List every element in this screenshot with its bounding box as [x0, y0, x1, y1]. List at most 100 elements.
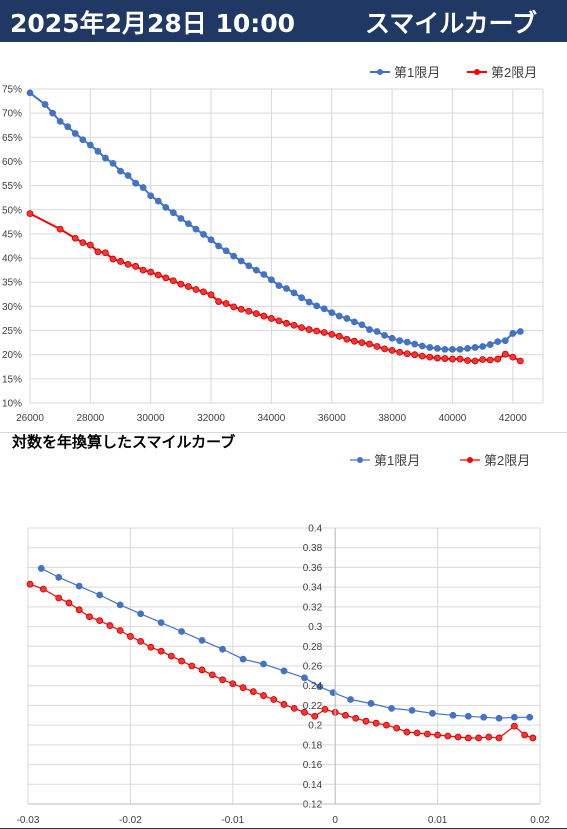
- series-point-2: [106, 622, 114, 629]
- series-point-1: [219, 645, 226, 653]
- series-point-1: [230, 252, 238, 260]
- series-point-2: [208, 671, 216, 679]
- series-point-2: [117, 258, 124, 265]
- series-point-1: [366, 326, 373, 333]
- y-tick-label: 0.14: [303, 780, 323, 791]
- series-point-1: [56, 117, 64, 125]
- series-point-2: [328, 331, 336, 338]
- series-point-1: [75, 582, 83, 590]
- series-point-2: [413, 729, 421, 737]
- series-point-1: [239, 655, 247, 663]
- series-point-1: [464, 712, 472, 720]
- series-point-2: [139, 266, 147, 274]
- series-point-1: [94, 147, 102, 155]
- y-tick-label: 40%: [2, 254, 22, 265]
- y-tick-label: 10%: [2, 399, 22, 410]
- series-point-1: [426, 344, 434, 351]
- series-point-2: [471, 357, 479, 365]
- series-point-1: [373, 328, 381, 335]
- series-point-2: [352, 714, 360, 722]
- series-point-2: [372, 719, 380, 727]
- series-point-1: [509, 330, 517, 337]
- series-point-2: [444, 732, 452, 740]
- series-point-1: [456, 345, 464, 353]
- series-point-2: [350, 337, 358, 345]
- series-point-1: [301, 674, 308, 682]
- series-point-2: [215, 298, 223, 305]
- log-smile-curve-chart: 0.12 0.14 0.16 0.18 0.2 0.22 0.24 0.26 0.28 0.3 0.…: [11, 433, 550, 826]
- chart1-grid: [29, 88, 544, 404]
- series-point-2: [321, 705, 329, 713]
- series-point-1: [207, 236, 215, 244]
- series-point-1: [79, 136, 87, 144]
- x-tick-label: 40000: [439, 413, 467, 424]
- chart-divider: [0, 432, 567, 433]
- series-point-2: [494, 355, 502, 363]
- y-tick-label: 30%: [2, 302, 22, 313]
- y-tick-label: 0.34: [303, 583, 323, 594]
- series-point-1: [86, 141, 94, 149]
- series-point-1: [343, 315, 351, 322]
- x-tick-label: 30000: [137, 413, 165, 424]
- series-point-1: [501, 337, 509, 345]
- series-point-2: [358, 339, 366, 347]
- series-point-1: [429, 709, 436, 717]
- series-point-1: [41, 101, 49, 108]
- series-point-2: [485, 733, 493, 741]
- series-point-1: [124, 172, 132, 179]
- series-line-1: [29, 92, 521, 351]
- series-point-1: [192, 225, 200, 233]
- series-point-2: [79, 239, 87, 247]
- series-point-1: [26, 89, 34, 97]
- series-point-2: [423, 730, 431, 738]
- series-point-2: [96, 617, 104, 625]
- y-tick-label: 60%: [2, 157, 22, 168]
- series-point-1: [280, 667, 288, 675]
- series-point-1: [260, 271, 268, 278]
- x-tick-label: 42000: [499, 413, 527, 424]
- series-point-1: [96, 591, 104, 599]
- x-tick-label: -0.03: [17, 815, 40, 826]
- series-point-1: [177, 215, 185, 222]
- series-point-2: [511, 722, 518, 730]
- series-point-1: [154, 197, 162, 205]
- series-point-2: [464, 734, 472, 742]
- series-point-2: [275, 317, 283, 325]
- chart1-axes: 10% 15% 20% 25% 30% 35% 40% 45% 50% 55% 60% 65% 70% 7…: [2, 85, 527, 425]
- series-point-2: [188, 662, 196, 670]
- series-point-2: [26, 210, 34, 218]
- series-point-1: [335, 312, 343, 320]
- series-point-1: [479, 343, 487, 350]
- series-point-2: [382, 721, 390, 729]
- series-point-2: [207, 291, 215, 299]
- series-point-1: [162, 203, 170, 211]
- series-point-1: [37, 565, 45, 572]
- charts-panel: 10% 15% 20% 25% 30% 35% 40% 45% 50% 55% 60% 65% 70% 7…: [0, 42, 567, 828]
- series-line-2: [29, 212, 521, 363]
- series-point-1: [328, 309, 336, 317]
- series-point-1: [471, 344, 479, 351]
- series-point-2: [366, 340, 373, 348]
- series-point-1: [260, 660, 267, 668]
- y-tick-label: 25%: [2, 326, 22, 337]
- legend-marker-1: [377, 69, 383, 75]
- legend-label-1: 第1限月: [394, 65, 440, 80]
- x-tick-label: 0.02: [530, 815, 550, 826]
- y-tick-label: 0.32: [303, 602, 323, 613]
- x-tick-label: 36000: [318, 413, 346, 424]
- x-tick-label: -0.01: [221, 815, 244, 826]
- series-point-1: [418, 342, 426, 350]
- series-point-1: [408, 706, 416, 714]
- series-point-2: [132, 262, 140, 270]
- series-point-1: [441, 345, 449, 353]
- series-point-1: [298, 294, 305, 302]
- series-point-2: [252, 310, 260, 318]
- series-point-2: [245, 307, 253, 315]
- series-point-1: [222, 247, 230, 255]
- series-point-2: [162, 274, 170, 282]
- y-tick-label: 0.26: [303, 662, 323, 673]
- y-tick-label: 55%: [2, 181, 22, 192]
- series-point-2: [335, 332, 343, 340]
- series-point-2: [147, 268, 155, 276]
- series-point-1: [320, 305, 328, 313]
